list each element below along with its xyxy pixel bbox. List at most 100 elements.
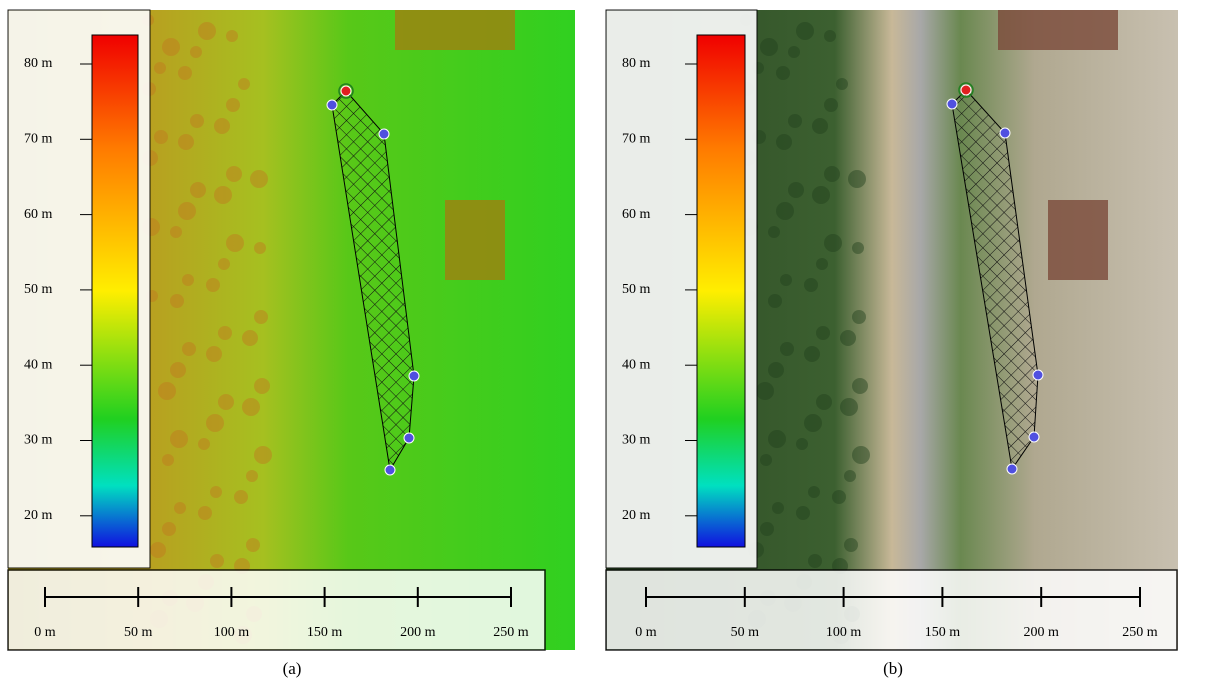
panels: 80 m 70 m 60 m 50 m 40 m 30 m 20 m 0 m 50 m 100 m… <box>7 9 1178 678</box>
vertex <box>340 85 352 97</box>
tree-texture <box>824 30 836 42</box>
tree-texture <box>250 170 268 188</box>
tree-texture <box>832 490 846 504</box>
building <box>395 10 515 50</box>
tree-texture <box>760 522 774 536</box>
scale-label: 100 m <box>214 625 250 640</box>
tree-texture <box>162 38 180 56</box>
scale-label: 150 m <box>307 625 343 640</box>
tree-texture <box>210 486 222 498</box>
tree-texture <box>218 394 234 410</box>
tree-texture <box>772 502 784 514</box>
colorbar-label: 30 m <box>622 433 651 448</box>
scale-box <box>605 569 1178 651</box>
tree-texture <box>158 382 176 400</box>
tree-texture <box>812 118 828 134</box>
tree-texture <box>206 346 222 362</box>
vertex-ring <box>958 82 974 98</box>
tree-texture <box>246 538 260 552</box>
tree-texture <box>804 414 822 432</box>
colorbar-label: 30 m <box>24 433 53 448</box>
building <box>445 200 505 280</box>
tree-texture <box>254 378 270 394</box>
tree-texture <box>836 78 848 90</box>
tree-texture <box>178 66 192 80</box>
tree-texture <box>150 542 166 558</box>
panel-caption: (b) <box>883 659 903 678</box>
tree-texture <box>226 98 240 112</box>
tree-texture <box>170 430 188 448</box>
tree-texture <box>852 242 864 254</box>
tree-texture <box>162 454 174 466</box>
vertex <box>408 370 420 382</box>
tree-texture <box>254 310 268 324</box>
colorbar-label: 50 m <box>622 282 651 297</box>
colorbar-label: 80 m <box>24 56 53 71</box>
tree-texture <box>796 506 810 520</box>
scale-label: 0 m <box>635 625 657 640</box>
tree-texture <box>760 454 772 466</box>
tree-texture <box>206 278 220 292</box>
map-panel: 80 m 70 m 60 m 50 m 40 m 30 m 20 m 0 m 50 m 100 m… <box>605 9 1178 678</box>
tree-texture <box>816 258 828 270</box>
tree-texture <box>844 538 858 552</box>
building <box>998 10 1118 50</box>
vertex <box>960 84 972 96</box>
tree-texture <box>776 134 792 150</box>
tree-texture <box>210 554 224 568</box>
tree-texture <box>154 130 168 144</box>
colorbar-label: 50 m <box>24 282 53 297</box>
colorbar-label: 40 m <box>24 357 53 372</box>
tree-texture <box>804 346 820 362</box>
tree-texture <box>840 330 856 346</box>
scale-label: 50 m <box>731 625 760 640</box>
tree-texture <box>214 186 232 204</box>
tree-texture <box>844 470 856 482</box>
vertex <box>326 99 338 111</box>
tree-texture <box>788 46 800 58</box>
scale-label: 200 m <box>400 625 436 640</box>
scale-label: 150 m <box>925 625 961 640</box>
tree-texture <box>824 166 840 182</box>
tree-texture <box>178 134 194 150</box>
vertex <box>1032 369 1044 381</box>
scale-label: 250 m <box>1122 625 1158 640</box>
tree-texture <box>768 362 784 378</box>
tree-texture <box>170 226 182 238</box>
tree-texture <box>206 414 224 432</box>
vertex <box>999 127 1011 139</box>
colorbar-label: 60 m <box>24 207 53 222</box>
tree-texture <box>768 294 782 308</box>
vertex <box>946 98 958 110</box>
tree-texture <box>182 342 196 356</box>
tree-texture <box>848 170 866 188</box>
colorbar-label: 70 m <box>622 132 651 147</box>
tree-texture <box>198 506 212 520</box>
scale-label: 100 m <box>826 625 862 640</box>
tree-texture <box>218 326 232 340</box>
building <box>1048 200 1108 280</box>
colorbar-label: 60 m <box>622 207 651 222</box>
tree-texture <box>242 398 260 416</box>
colorbar-label: 20 m <box>622 508 651 523</box>
tree-texture <box>198 438 210 450</box>
tree-texture <box>796 22 814 40</box>
scale-label: 250 m <box>493 625 529 640</box>
tree-texture <box>852 378 868 394</box>
tree-texture <box>812 186 830 204</box>
colorbar-label: 70 m <box>24 132 53 147</box>
tree-texture <box>776 66 790 80</box>
colorbar <box>91 34 139 548</box>
tree-texture <box>246 470 258 482</box>
tree-texture <box>760 38 778 56</box>
tree-texture <box>796 438 808 450</box>
tree-texture <box>824 98 838 112</box>
tree-texture <box>226 234 244 252</box>
scale-label: 0 m <box>34 625 56 640</box>
tree-texture <box>254 242 266 254</box>
vertex <box>378 128 390 140</box>
colorbar-label: 40 m <box>622 357 651 372</box>
tree-texture <box>154 62 166 74</box>
tree-texture <box>198 22 216 40</box>
tree-texture <box>226 30 238 42</box>
